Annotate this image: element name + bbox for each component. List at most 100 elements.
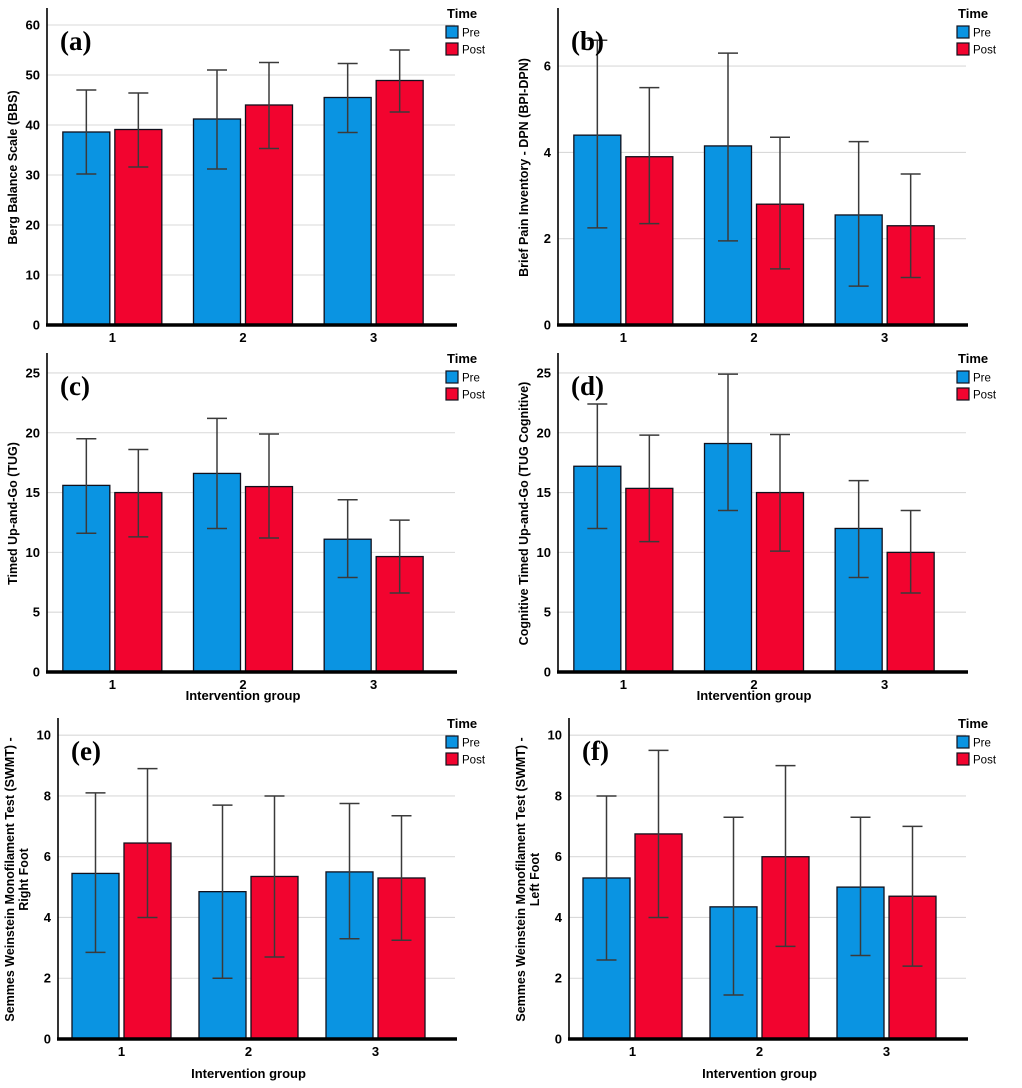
y-tick-label: 6 [44, 849, 51, 864]
legend-title: Time [958, 351, 988, 366]
legend-swatch-pre [956, 735, 970, 749]
x-axis-title: Intervention group [697, 688, 812, 703]
y-tick-label: 6 [555, 849, 562, 864]
y-tick-label: 60 [26, 18, 40, 33]
legend-swatch-post [445, 387, 459, 401]
y-tick-label: 10 [26, 545, 40, 560]
x-tick-label: 2 [245, 1044, 252, 1059]
legend-label-pre: Pre [462, 738, 480, 750]
y-tick-label: 50 [26, 68, 40, 83]
legend-swatch-pre [445, 735, 459, 749]
panel-c: 1 2 3 0 5 10 15 20 25 Intervention group Timed Up-… [0, 345, 511, 710]
legend-label-post: Post [973, 45, 997, 57]
y-tick-label: 15 [26, 485, 40, 500]
panel-b-chart: 1 2 3 0 2 4 6 Brief Pain Inventory - DPN (BPI-D… [517, 6, 997, 345]
x-axis-title: Intervention group [191, 1066, 306, 1081]
panel-f: 1 2 3 0 2 4 6 8 10 Intervention group Semmes Weins… [511, 710, 1022, 1088]
y-tick-label: 5 [544, 605, 551, 620]
y-tick-label: 8 [44, 788, 51, 803]
y-axis-title-line1: Semmes Weinstein Monofilament Test (SWMT… [514, 737, 528, 1021]
y-axis-title-line2: Left Foot [528, 852, 542, 906]
x-tick-label: 1 [109, 677, 116, 692]
y-tick-label: 40 [26, 118, 40, 133]
legend-label-pre: Pre [973, 738, 991, 750]
y-axis-title: Berg Balance Scale (BBS) [6, 90, 20, 244]
y-tick-label: 5 [33, 605, 40, 620]
y-tick-label: 2 [544, 231, 551, 246]
panel-letter: (b) [571, 26, 604, 56]
y-axis-title-line2: Right Foot [17, 847, 31, 910]
y-tick-label: 6 [544, 59, 551, 74]
x-tick-label: 2 [239, 677, 246, 692]
y-tick-label: 15 [537, 485, 551, 500]
y-axis-title: Timed Up-and-Go (TUG) [6, 442, 20, 585]
y-tick-label: 0 [544, 318, 551, 333]
panel-d-chart: 1 2 3 0 5 10 15 20 25 Intervention group Cognitive… [517, 351, 997, 703]
legend-title: Time [447, 6, 477, 21]
legend-label-post: Post [462, 755, 486, 767]
legend-label-post: Post [462, 390, 486, 402]
y-axis-title: Brief Pain Inventory - DPN (BPI-DPN) [517, 58, 531, 277]
panel-letter: (a) [60, 26, 91, 56]
x-tick-label: 1 [109, 330, 116, 345]
y-axis-title-line1: Semmes Weinstein Monofilament Test (SWMT… [3, 737, 17, 1021]
y-tick-label: 2 [555, 971, 562, 986]
legend-swatch-post [956, 752, 970, 766]
legend-swatch-pre [956, 370, 970, 384]
x-tick-label: 1 [620, 330, 627, 345]
legend-title: Time [958, 6, 988, 21]
x-axis-title: Intervention group [702, 1066, 817, 1081]
legend-swatch-pre [445, 370, 459, 384]
legend-label-post: Post [462, 45, 486, 57]
legend-label-pre: Pre [462, 28, 480, 40]
legend-swatch-post [956, 387, 970, 401]
y-tick-label: 10 [37, 728, 51, 743]
panel-b: 1 2 3 0 2 4 6 Brief Pain Inventory - DPN (BPI-D… [511, 0, 1022, 345]
y-tick-label: 20 [26, 425, 40, 440]
panel-letter: (f) [582, 736, 609, 766]
y-tick-label: 10 [26, 268, 40, 283]
y-tick-label: 25 [537, 365, 551, 380]
legend-swatch-pre [445, 25, 459, 39]
x-tick-label: 2 [756, 1044, 763, 1059]
x-tick-label: 1 [620, 677, 627, 692]
bar-post-group1 [114, 491, 163, 673]
legend-title: Time [447, 716, 477, 731]
bar-pre-group3 [323, 96, 372, 326]
y-tick-label: 0 [33, 318, 40, 333]
legend-label-post: Post [973, 755, 997, 767]
y-tick-label: 10 [537, 545, 551, 560]
panel-letter: (e) [71, 736, 101, 766]
legend-swatch-post [445, 752, 459, 766]
x-axis-title: Intervention group [186, 688, 301, 703]
x-tick-label: 3 [372, 1044, 379, 1059]
legend-swatch-post [956, 42, 970, 56]
legend-title: Time [447, 351, 477, 366]
legend-swatch-post [445, 42, 459, 56]
x-tick-label: 1 [629, 1044, 636, 1059]
y-tick-label: 0 [33, 665, 40, 680]
y-tick-label: 4 [555, 910, 563, 925]
panel-letter: (c) [60, 371, 90, 401]
legend-swatch-pre [956, 25, 970, 39]
x-tick-label: 3 [881, 677, 888, 692]
x-tick-label: 1 [118, 1044, 125, 1059]
y-tick-label: 10 [548, 728, 562, 743]
y-tick-label: 0 [544, 665, 551, 680]
panel-e-chart: 1 2 3 0 2 4 6 8 10 Intervention group Semmes Weins… [3, 716, 486, 1081]
x-tick-label: 3 [370, 330, 377, 345]
y-tick-label: 25 [26, 365, 40, 380]
y-tick-label: 2 [44, 971, 51, 986]
y-tick-label: 4 [44, 910, 52, 925]
panel-d: 1 2 3 0 5 10 15 20 25 Intervention group Cognitive… [511, 345, 1022, 710]
panel-f-chart: 1 2 3 0 2 4 6 8 10 Intervention group Semmes Weins… [514, 716, 997, 1081]
x-tick-label: 2 [239, 330, 246, 345]
y-tick-label: 20 [537, 425, 551, 440]
x-tick-label: 3 [881, 330, 888, 345]
y-tick-label: 30 [26, 168, 40, 183]
y-tick-label: 4 [544, 145, 552, 160]
legend-label-post: Post [973, 390, 997, 402]
panel-c-chart: 1 2 3 0 5 10 15 20 25 Intervention group Timed Up-… [6, 351, 486, 703]
